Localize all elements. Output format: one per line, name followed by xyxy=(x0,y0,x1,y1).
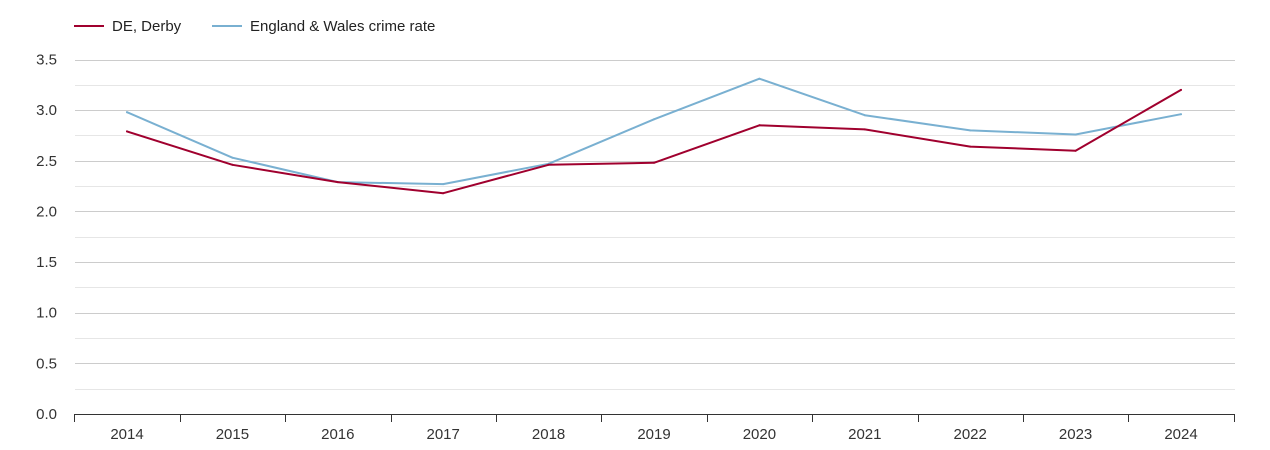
x-tick-label: 2021 xyxy=(848,426,881,443)
data-point xyxy=(969,129,972,132)
data-point xyxy=(442,192,445,195)
series-line xyxy=(126,77,1182,186)
x-tick-label: 2019 xyxy=(637,426,670,443)
y-tick-label: 2.5 xyxy=(36,153,57,170)
data-point xyxy=(547,163,550,166)
series-line xyxy=(126,88,1182,195)
grid xyxy=(75,60,1235,390)
data-point xyxy=(1074,149,1077,152)
data-point xyxy=(653,118,655,121)
data-point xyxy=(126,111,128,114)
data-point xyxy=(653,161,655,164)
x-tick-label: 2014 xyxy=(110,426,143,443)
y-tick-label: 1.0 xyxy=(36,305,57,322)
data-point xyxy=(863,128,866,131)
data-point xyxy=(863,114,866,117)
series-0 xyxy=(126,88,1182,195)
y-tick-label: 3.0 xyxy=(36,102,57,119)
x-tick-label: 2018 xyxy=(532,426,565,443)
data-point xyxy=(1180,88,1182,91)
legend-item-derby[interactable]: DE, Derby xyxy=(74,18,182,35)
legend-label-england-wales: England & Wales crime rate xyxy=(250,18,435,35)
data-point xyxy=(758,77,761,80)
x-tick-label: 2017 xyxy=(427,426,460,443)
data-point xyxy=(1074,133,1077,136)
data-point xyxy=(231,163,234,166)
x-tick-label: 2023 xyxy=(1059,426,1092,443)
x-tick-label: 2015 xyxy=(216,426,249,443)
legend-item-england-wales[interactable]: England & Wales crime rate xyxy=(212,18,435,35)
x-tick-label: 2022 xyxy=(954,426,987,443)
x-tick-label: 2016 xyxy=(321,426,354,443)
x-tick-label: 2024 xyxy=(1164,426,1197,443)
data-point xyxy=(758,124,761,127)
data-point xyxy=(126,130,128,133)
data-point xyxy=(336,181,339,184)
data-point xyxy=(1180,113,1182,116)
legend-label-derby: DE, Derby xyxy=(112,18,182,35)
y-tick-label: 0.5 xyxy=(36,355,57,372)
y-tick-label: 2.0 xyxy=(36,203,57,220)
data-point xyxy=(231,156,234,159)
data-point xyxy=(969,145,972,148)
y-tick-label: 3.5 xyxy=(36,52,57,69)
axes: 0.0 0.5 1.0 1.5 2.0 2.5 3.0 3.5 2014 2015 2016 2017… xyxy=(36,52,1235,443)
series xyxy=(126,77,1182,195)
x-tick-label: 2020 xyxy=(743,426,776,443)
legend[interactable]: DE, Derby England & Wales crime rate xyxy=(74,18,435,35)
y-tick-label: 1.5 xyxy=(36,254,57,271)
y-tick-label: 0.0 xyxy=(36,406,57,423)
series-1 xyxy=(126,77,1182,186)
data-point xyxy=(442,183,445,186)
